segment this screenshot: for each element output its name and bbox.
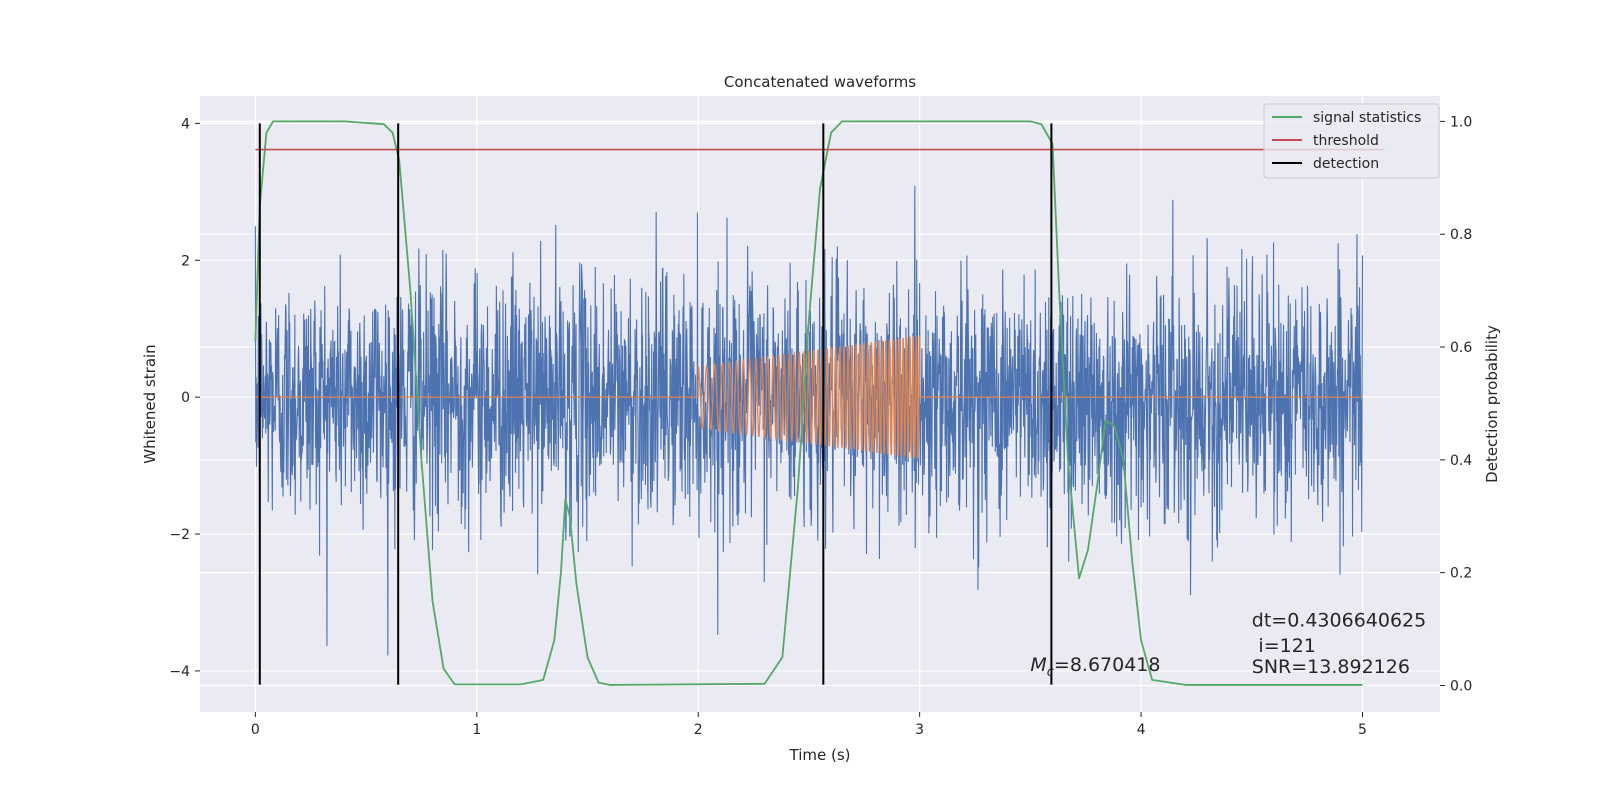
y-right-tick-label: 0.0 xyxy=(1450,678,1472,694)
y-right-tick-label: 0.2 xyxy=(1450,566,1472,582)
mc-symbol: M xyxy=(1030,654,1046,676)
chart-title: Concatenated waveforms xyxy=(724,73,916,91)
x-tick-label: 5 xyxy=(1358,722,1367,738)
legend-label-signal-statistics: signal statistics xyxy=(1313,110,1421,126)
x-tick-label: 4 xyxy=(1137,722,1146,738)
i-annotation: i=121 xyxy=(1258,635,1315,657)
y-right-tick-label: 1.0 xyxy=(1450,114,1472,130)
x-tick-label: 2 xyxy=(694,722,703,738)
x-tick-label: 0 xyxy=(251,722,260,738)
waveform-line xyxy=(255,335,1363,459)
y-axis-label-right: Detection probability xyxy=(1483,325,1501,483)
detection-series xyxy=(258,123,1053,685)
y-axis-label-left: Whitened strain xyxy=(141,344,159,463)
mc-annotation: Mc=8.670418 xyxy=(1030,654,1160,680)
ticks: 0 1 2 3 4 5 −4 −2 0 2 4 0.0 0.2 0.4 0.6 0.8 1.0 xyxy=(169,114,1472,738)
y-right-tick-label: 0.6 xyxy=(1450,340,1472,356)
y-left-tick-label: 4 xyxy=(181,116,190,132)
legend-label-detection: detection xyxy=(1313,156,1379,172)
y-left-tick-label: −2 xyxy=(169,527,190,543)
y-right-tick-label: 0.4 xyxy=(1450,453,1472,469)
legend-box xyxy=(1263,103,1440,179)
y-left-tick-label: 2 xyxy=(181,253,190,269)
x-tick-label: 1 xyxy=(472,722,481,738)
noise-series xyxy=(254,185,1364,656)
x-tick-label: 3 xyxy=(915,722,924,738)
y-left-tick-label: −4 xyxy=(169,664,190,680)
mc-value: =8.670418 xyxy=(1054,654,1161,676)
dt-annotation: dt=0.4306640625 xyxy=(1252,609,1426,631)
legend: signal statistics threshold detection xyxy=(1263,103,1440,179)
y-right-tick-label: 0.8 xyxy=(1450,227,1472,243)
y-left-tick-label: 0 xyxy=(181,390,190,406)
legend-label-threshold: threshold xyxy=(1313,133,1379,149)
annotations: Mc=8.670418 dt=0.4306640625 i=121 SNR=13… xyxy=(1030,609,1426,679)
mc-subscript: c xyxy=(1047,665,1054,680)
waveform-series xyxy=(255,335,1363,459)
x-axis-label: Time (s) xyxy=(789,746,851,764)
snr-annotation: SNR=13.892126 xyxy=(1252,656,1410,678)
noise-line xyxy=(254,185,1364,656)
